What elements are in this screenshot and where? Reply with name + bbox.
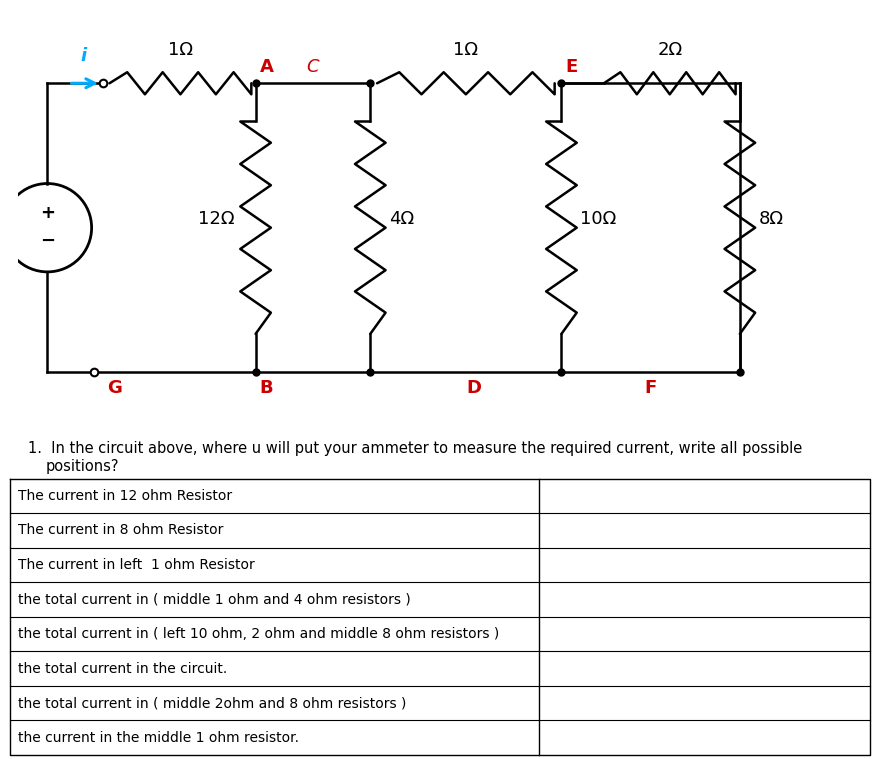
Text: D: D (467, 379, 481, 397)
Text: F: F (644, 379, 657, 397)
Text: the total current in ( middle 2ohm and 8 ohm resistors ): the total current in ( middle 2ohm and 8… (18, 696, 406, 710)
Text: E: E (566, 58, 578, 77)
Text: A: A (260, 58, 273, 77)
Text: i: i (80, 46, 86, 65)
Text: +: + (40, 204, 55, 222)
Text: the total current in ( left 10 ohm, 2 ohm and middle 8 ohm resistors ): the total current in ( left 10 ohm, 2 oh… (18, 627, 499, 641)
Text: G: G (107, 379, 122, 397)
Text: the total current in the circuit.: the total current in the circuit. (18, 662, 227, 676)
Text: 10Ω: 10Ω (581, 210, 616, 228)
Text: 2Ω: 2Ω (658, 42, 682, 59)
Text: 12Ω: 12Ω (198, 210, 235, 228)
Text: 1Ω: 1Ω (168, 42, 193, 59)
Text: 1Ω: 1Ω (453, 42, 479, 59)
Text: The current in 8 ohm Resistor: The current in 8 ohm Resistor (18, 524, 223, 537)
Text: 4Ω: 4Ω (389, 210, 414, 228)
Text: positions?: positions? (46, 458, 119, 474)
Text: B: B (260, 379, 273, 397)
Text: The current in 12 ohm Resistor: The current in 12 ohm Resistor (18, 489, 232, 503)
Text: −: − (40, 231, 55, 250)
Text: 1.  In the circuit above, where u will put your ammeter to measure the required : 1. In the circuit above, where u will pu… (28, 441, 802, 455)
Text: the current in the middle 1 ohm resistor.: the current in the middle 1 ohm resistor… (18, 731, 299, 745)
Text: The current in left  1 ohm Resistor: The current in left 1 ohm Resistor (18, 558, 255, 572)
Text: the total current in ( middle 1 ohm and 4 ohm resistors ): the total current in ( middle 1 ohm and … (18, 593, 411, 606)
Text: C: C (306, 58, 319, 77)
Text: 8Ω: 8Ω (758, 210, 783, 228)
